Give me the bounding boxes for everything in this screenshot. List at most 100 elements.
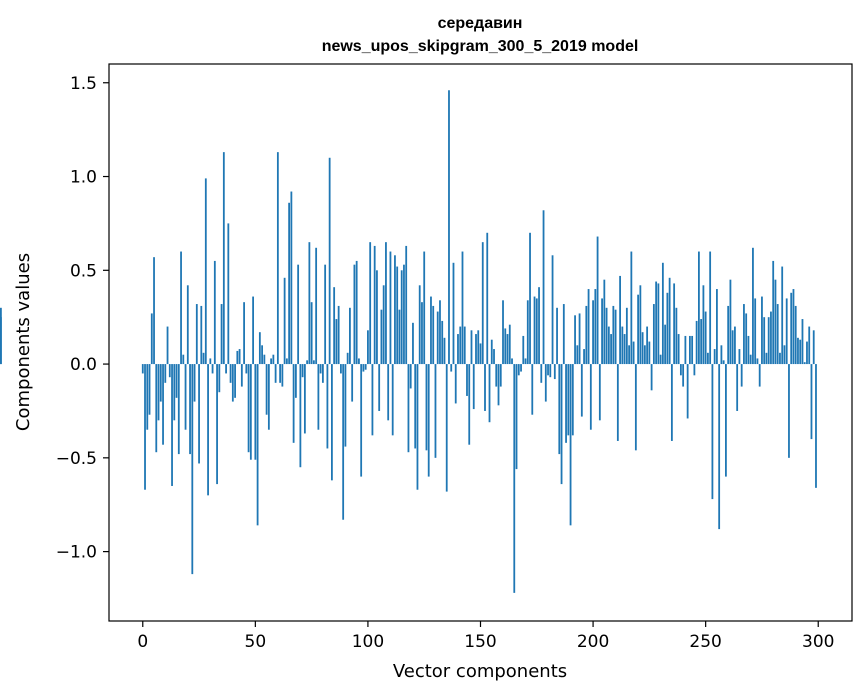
- bar: [743, 304, 745, 365]
- bar: [781, 266, 784, 365]
- bar: [216, 364, 218, 485]
- bar: [288, 202, 291, 365]
- bar: [686, 364, 689, 419]
- bar: [592, 300, 594, 365]
- bar: [394, 255, 396, 365]
- bar: [369, 242, 372, 365]
- bar: [612, 305, 615, 365]
- bar: [815, 364, 817, 488]
- bar: [682, 364, 685, 387]
- bar: [186, 285, 189, 365]
- bar: [211, 364, 214, 374]
- bar: [722, 360, 725, 365]
- x-tick-label: 300: [802, 632, 834, 652]
- bar: [675, 307, 678, 365]
- bar: [693, 364, 696, 376]
- bar: [538, 287, 540, 365]
- bar: [441, 320, 444, 365]
- bar: [409, 364, 412, 389]
- y-axis-ticks: −1.0 −0.5 0.0 0.5 1.0 1.5: [56, 74, 109, 563]
- bar: [783, 345, 786, 365]
- bar: [346, 352, 349, 365]
- bar: [646, 326, 649, 365]
- bar: [652, 304, 655, 365]
- bar: [326, 364, 329, 449]
- bar: [218, 364, 221, 393]
- bar: [736, 364, 739, 411]
- bar: [502, 300, 504, 365]
- bar: [472, 364, 475, 410]
- bar: [272, 354, 275, 365]
- bar: [301, 364, 304, 378]
- bar: [364, 364, 367, 370]
- bar: [166, 326, 169, 365]
- bar: [349, 307, 351, 365]
- bar: [252, 296, 254, 365]
- bar: [454, 364, 457, 404]
- bar: [565, 364, 567, 443]
- bar: [294, 364, 297, 398]
- bar: [254, 364, 257, 460]
- bar: [812, 330, 815, 365]
- bar: [785, 298, 788, 365]
- bar: [794, 305, 797, 365]
- bar: [184, 364, 187, 430]
- bar: [621, 326, 624, 365]
- bar: [754, 298, 757, 365]
- bar: [380, 309, 383, 365]
- bar: [520, 364, 522, 372]
- bar: [578, 313, 581, 365]
- bar: [776, 304, 779, 365]
- bar: [292, 364, 295, 443]
- bar: [204, 178, 207, 365]
- bar: [517, 364, 520, 376]
- bar: [470, 330, 473, 365]
- bar: [342, 364, 345, 520]
- bar: [238, 349, 241, 365]
- bar: [738, 349, 741, 365]
- bar: [245, 364, 248, 374]
- bar: [448, 90, 450, 365]
- x-axis-label: Vector components: [393, 661, 567, 682]
- bar: [772, 260, 775, 365]
- bar: [801, 319, 804, 365]
- bar: [524, 358, 527, 365]
- bar: [382, 285, 385, 365]
- bar: [324, 264, 327, 365]
- bar: [479, 343, 482, 365]
- bar: [430, 296, 432, 365]
- bar: [0, 317, 2, 365]
- bar: [367, 330, 369, 365]
- bar: [328, 157, 331, 365]
- bar: [810, 364, 813, 440]
- bar: [358, 358, 360, 365]
- bar: [745, 313, 748, 365]
- bar: [587, 289, 590, 365]
- bar: [340, 364, 342, 374]
- bar: [209, 358, 212, 365]
- bar: [270, 358, 273, 365]
- bar: [247, 364, 250, 453]
- bar: [281, 364, 284, 387]
- y-tick-label: −1.0: [56, 543, 97, 563]
- bar: [740, 364, 743, 387]
- bar: [558, 364, 561, 455]
- bar: [770, 311, 772, 365]
- bar: [468, 364, 471, 445]
- bar: [405, 245, 408, 365]
- bar: [355, 260, 358, 365]
- bar: [303, 364, 306, 434]
- y-tick-label: 0.5: [70, 261, 97, 281]
- bar: [531, 364, 534, 415]
- bar: [614, 309, 617, 365]
- bar: [387, 364, 390, 421]
- bar: [445, 364, 448, 492]
- bar: [351, 364, 354, 402]
- bar: [790, 292, 793, 365]
- chart-subtitle: news_upos_skipgram_300_5_2019 model: [322, 38, 639, 55]
- bar: [727, 305, 730, 365]
- bar: [164, 364, 167, 383]
- bar: [312, 360, 315, 365]
- y-tick-label: 0.0: [70, 355, 97, 375]
- bar: [731, 330, 734, 365]
